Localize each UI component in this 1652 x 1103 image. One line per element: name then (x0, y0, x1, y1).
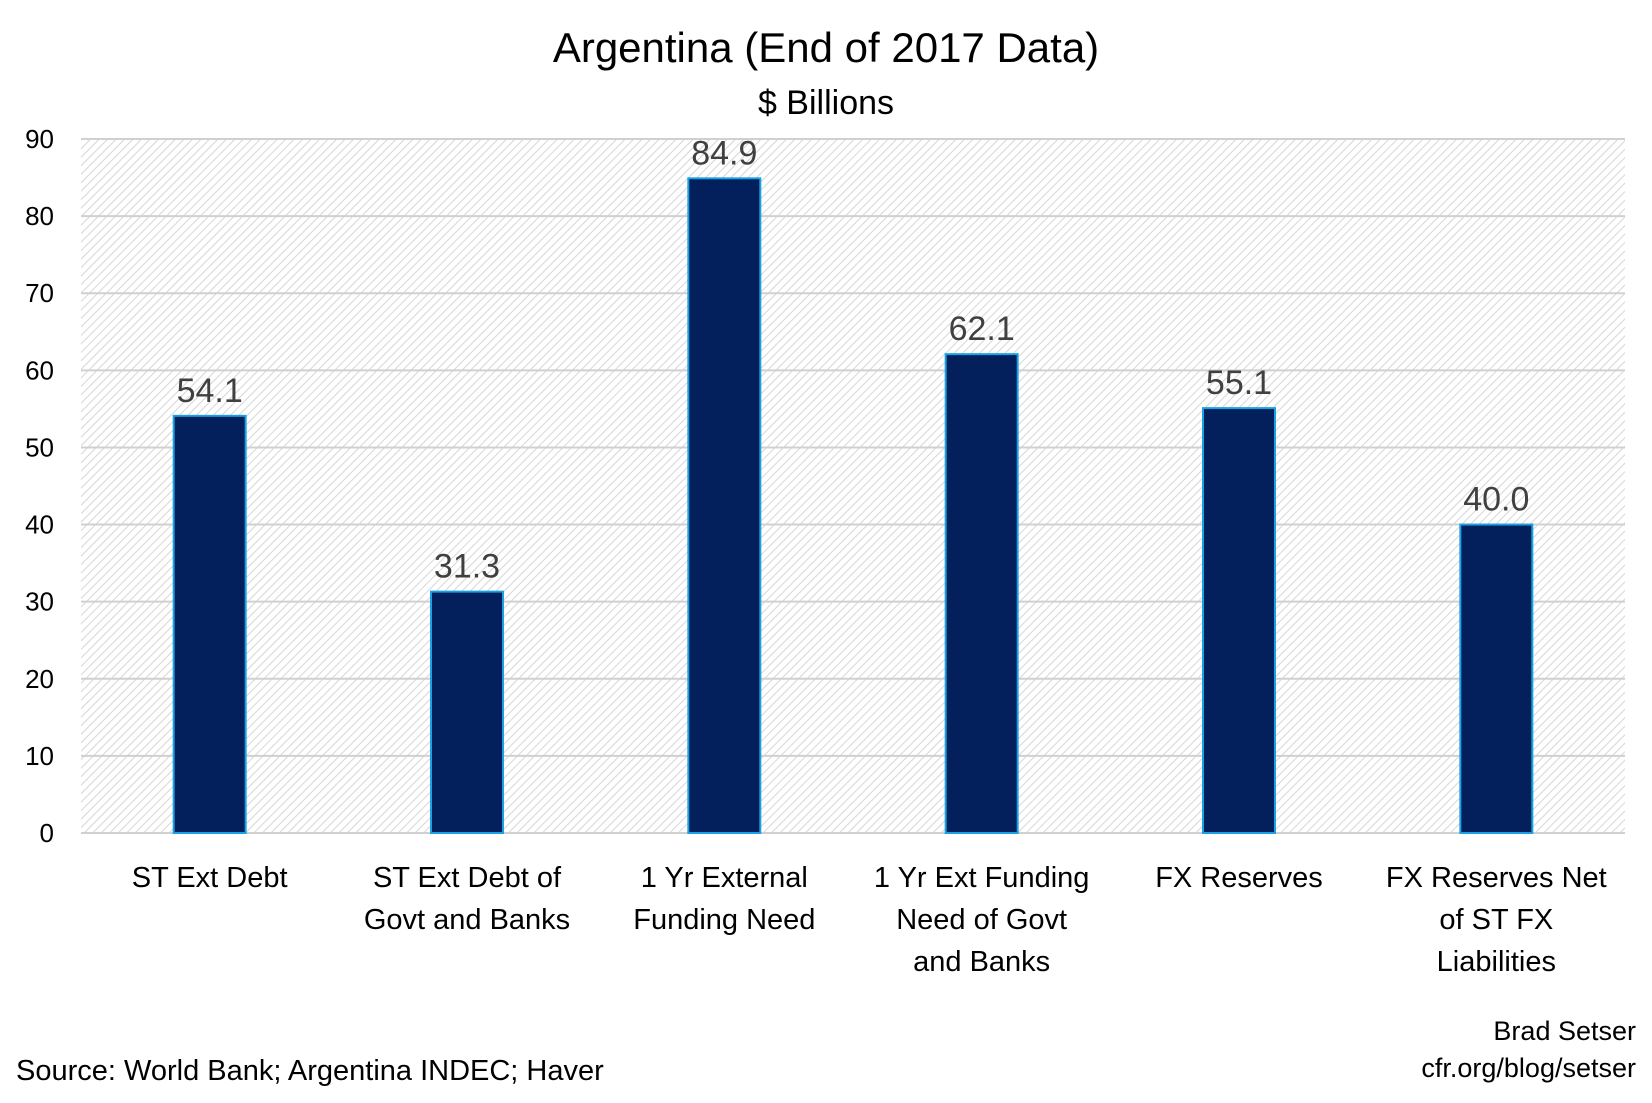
y-tick-label: 70 (25, 278, 54, 308)
y-tick-label: 30 (25, 587, 54, 617)
x-category-label: FX Reserves Net (1386, 862, 1607, 894)
y-tick-label: 80 (25, 201, 54, 231)
data-label: 40.0 (1463, 481, 1529, 519)
x-category-label: Liabilities (1437, 946, 1556, 978)
y-tick-label: 90 (25, 124, 54, 154)
x-category-label: of ST FX (1439, 904, 1553, 936)
y-tick-label: 10 (25, 741, 54, 771)
x-category-label: Need of Govt (896, 904, 1067, 936)
x-category-label: 1 Yr Ext Funding (874, 862, 1089, 894)
bar (1202, 407, 1276, 834)
bar (172, 414, 247, 834)
data-label: 55.1 (1206, 364, 1272, 402)
chart-subtitle: $ Billions (758, 84, 894, 122)
x-category-label: Govt and Banks (364, 904, 570, 936)
data-label: 62.1 (949, 310, 1015, 348)
y-tick-label: 0 (40, 818, 54, 848)
credit-url: cfr.org/blog/setser (1421, 1053, 1636, 1083)
bar (430, 590, 504, 834)
bar (687, 177, 762, 834)
x-category-label: and Banks (913, 946, 1050, 978)
plot-area (81, 139, 1625, 833)
y-tick-label: 20 (25, 664, 54, 694)
x-category-label: ST Ext Debt of (373, 862, 562, 894)
credit-name: Brad Setser (1493, 1016, 1636, 1046)
x-category-label: 1 Yr External (641, 862, 808, 894)
data-label: 31.3 (434, 548, 500, 586)
data-label: 54.1 (177, 372, 243, 410)
x-category-label: ST Ext Debt (132, 862, 288, 894)
data-label: 84.9 (691, 134, 757, 172)
chart-title: Argentina (End of 2017 Data) (553, 24, 1099, 71)
y-tick-label: 60 (25, 355, 54, 385)
y-tick-label: 40 (25, 510, 54, 540)
bar (944, 353, 1019, 834)
bar (1459, 523, 1534, 834)
source-note: Source: World Bank; Argentina INDEC; Hav… (16, 1055, 604, 1087)
x-category-label: Funding Need (633, 904, 815, 936)
y-tick-label: 50 (25, 432, 54, 462)
x-category-label: FX Reserves (1155, 862, 1323, 894)
